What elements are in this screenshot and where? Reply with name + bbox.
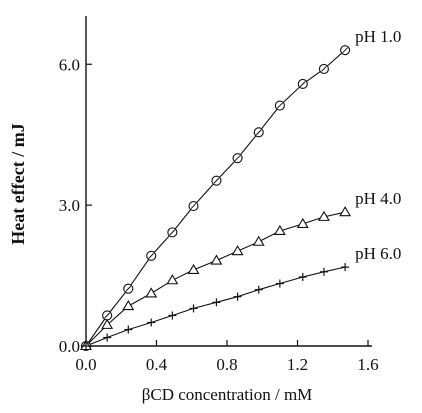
- y-axis-title: Heat effect / mJ: [8, 123, 28, 244]
- data-point-triangle: [187, 263, 200, 274]
- series-line-1: [85, 211, 346, 347]
- data-point-circle: [188, 201, 199, 212]
- data-point-plus: [275, 279, 284, 288]
- series-label-2: pH 6.0: [355, 244, 401, 263]
- circle-marker-slash: [342, 47, 348, 54]
- series-label-1: pH 4.0: [355, 189, 401, 208]
- data-point-plus: [189, 304, 198, 313]
- y-tick-label: 3.0: [59, 196, 80, 215]
- data-point-triangle: [231, 245, 244, 256]
- data-point-triangle: [210, 254, 223, 265]
- y-tick-label: 6.0: [59, 55, 80, 74]
- series-label-0: pH 1.0: [355, 27, 401, 46]
- series-line-0: [85, 49, 346, 347]
- circle-marker-slash: [190, 203, 197, 209]
- data-point-triangle: [296, 217, 309, 228]
- data-point-plus: [82, 342, 90, 350]
- data-point-circle: [253, 127, 264, 138]
- marker-layer: [80, 45, 352, 352]
- data-point-triangle: [339, 206, 352, 217]
- data-point-circle: [167, 227, 178, 238]
- x-tick-label: 0.8: [216, 355, 237, 374]
- data-point-circle: [340, 45, 351, 56]
- circle-marker-slash: [169, 229, 176, 236]
- data-point-plus: [319, 267, 328, 276]
- x-axis-title: βCD concentration / mM: [142, 385, 313, 404]
- data-point-plus: [168, 311, 177, 320]
- circle-marker-slash: [277, 102, 283, 109]
- circle-marker-slash: [321, 66, 327, 72]
- data-point-plus: [124, 325, 133, 334]
- data-point-plus: [147, 318, 156, 327]
- data-point-circle: [102, 310, 113, 321]
- circle-marker-slash: [255, 129, 262, 136]
- data-point-circle: [211, 175, 222, 186]
- circle-marker-slash: [299, 81, 306, 87]
- axes: 0.0 0.4 0.8 1.2 1.6 0.0 3.0 6.0 βCD concentratio…: [8, 16, 379, 404]
- x-tick-label: 0.4: [146, 355, 168, 374]
- data-point-triangle: [166, 274, 179, 285]
- data-point-circle: [232, 153, 243, 164]
- data-point-plus: [233, 292, 242, 301]
- data-point-triangle: [317, 210, 330, 221]
- circle-marker-slash: [125, 285, 132, 292]
- data-point-triangle: [273, 224, 286, 236]
- data-point-circle: [297, 78, 308, 90]
- data-point-plus: [103, 333, 112, 342]
- circle-marker-slash: [213, 177, 220, 184]
- label-layer: pH 1.0 pH 4.0 pH 6.0: [355, 27, 401, 263]
- data-point-plus: [254, 285, 263, 294]
- circle-marker-slash: [104, 312, 111, 319]
- circle-marker-slash: [148, 252, 155, 259]
- data-point-circle: [146, 250, 157, 261]
- series-layer: [85, 49, 346, 347]
- data-point-circle: [123, 283, 134, 294]
- data-point-plus: [298, 272, 307, 281]
- data-point-triangle: [122, 300, 135, 311]
- data-point-plus: [212, 298, 221, 307]
- data-point-triangle: [145, 287, 158, 298]
- data-point-circle: [274, 100, 285, 111]
- x-tick-label: 1.2: [287, 355, 308, 374]
- y-tick-label: 0.0: [59, 337, 80, 356]
- data-point-triangle: [101, 318, 114, 329]
- data-point-plus: [341, 263, 350, 272]
- x-tick-label: 1.6: [357, 355, 378, 374]
- circle-marker-slash: [234, 155, 241, 162]
- data-point-circle: [318, 63, 329, 75]
- data-point-triangle: [252, 235, 265, 246]
- x-tick-label: 0.0: [75, 355, 96, 374]
